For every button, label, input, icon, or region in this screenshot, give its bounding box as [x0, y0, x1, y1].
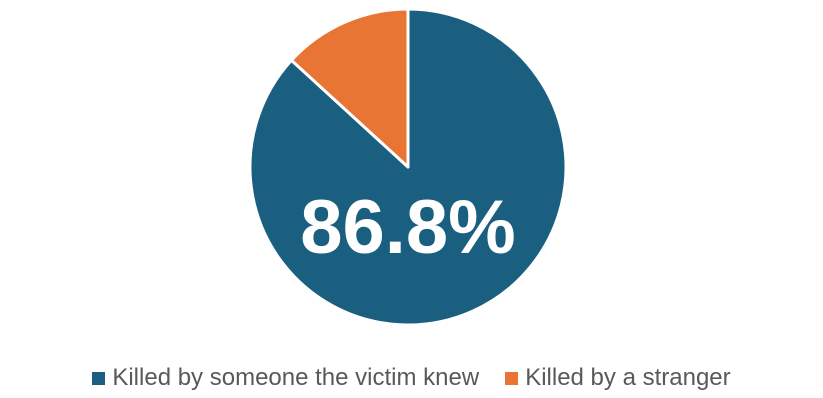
legend-label-known: Killed by someone the victim knew [112, 364, 480, 391]
legend-item-known: Killed by someone the victim knew [92, 364, 479, 392]
legend-item-stranger: Killed by a stranger [505, 364, 731, 392]
chart-legend: Killed by someone the victim knew Killed… [0, 364, 823, 392]
legend-swatch-known [92, 371, 106, 385]
pie-data-label-known: 86.8% [300, 185, 516, 270]
legend-swatch-stranger [505, 371, 519, 385]
legend-label-stranger: Killed by a stranger [525, 364, 731, 391]
pie-slice-stranger [289, 7, 410, 169]
